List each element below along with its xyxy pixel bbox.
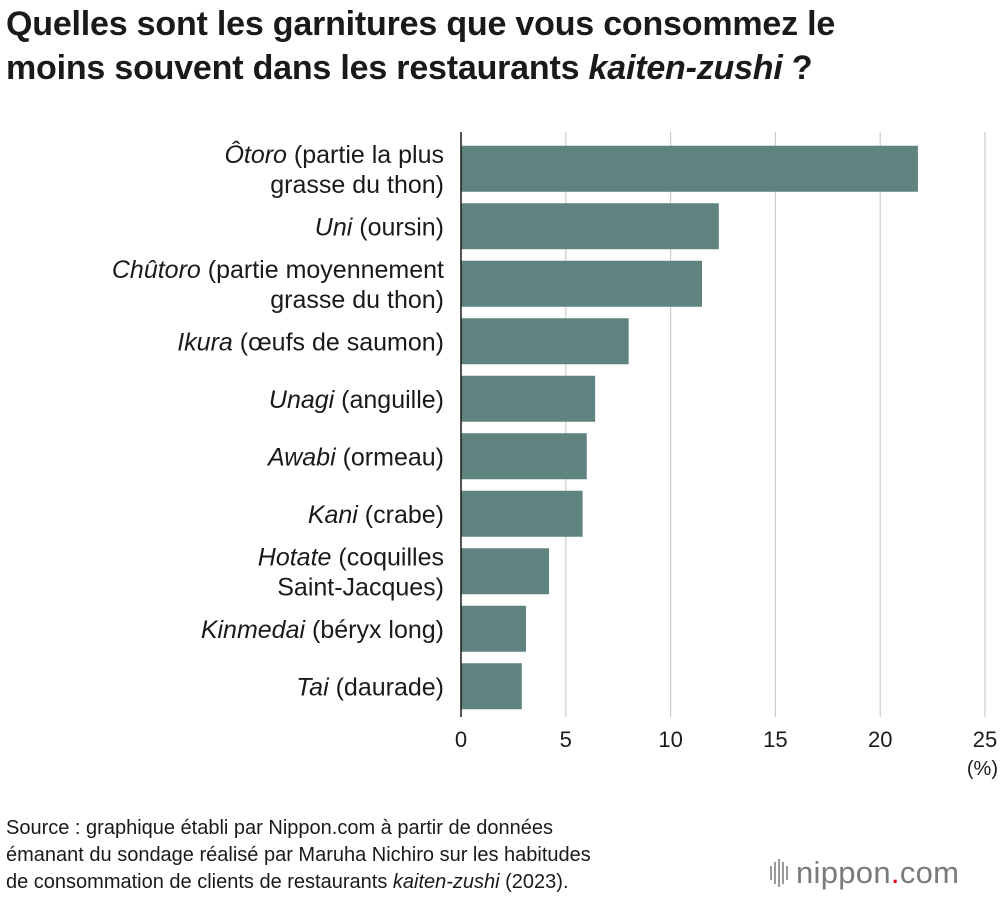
category-label: Ikura (œufs de saumon) (177, 328, 444, 356)
source-line-2: émanant du sondage réalisé par Maruha Ni… (6, 844, 591, 866)
bar (461, 375, 596, 422)
x-tick-label: 25 (973, 727, 997, 752)
chart-title: Quelles sont les garnitures que vous con… (6, 2, 996, 90)
bar (461, 663, 522, 710)
category-label: grasse du thon) (270, 171, 444, 199)
x-tick-label: 0 (455, 727, 467, 752)
logo-name: nippon (796, 855, 891, 890)
bar (461, 490, 583, 537)
title-question-mark: ? (782, 49, 813, 87)
x-axis-ticks: 0 5 10 15 20 25 (455, 727, 997, 752)
logo-mark-icon (770, 859, 788, 887)
title-line-2: moins souvent dans les restaurants (6, 49, 589, 87)
logo-dot: . (890, 855, 900, 890)
bars (461, 145, 918, 710)
source-note: Source : graphique établi par Nippon.com… (6, 815, 766, 896)
x-tick-label: 15 (763, 727, 787, 752)
bar (461, 145, 918, 192)
bar (461, 548, 550, 595)
category-label: grasse du thon) (270, 286, 444, 314)
category-label: Kani (crabe) (308, 501, 444, 529)
bar (461, 260, 703, 307)
title-italic-term: kaiten-zushi (588, 49, 783, 87)
bar (461, 203, 719, 250)
source-line-1: Source : graphique établi par Nippon.com… (6, 817, 554, 839)
bar (461, 318, 629, 365)
x-tick-label: 5 (560, 727, 572, 752)
category-label: Kinmedai (béryx long) (201, 616, 444, 644)
x-axis-unit: (%) (967, 758, 998, 780)
category-label: Chûtoro (partie moyennement (112, 256, 444, 284)
category-label: Uni (oursin) (315, 213, 444, 241)
category-label: Hotate (coquilles (258, 543, 444, 571)
title-line-1: Quelles sont les garnitures que vous con… (6, 5, 836, 43)
logo-tld: com (899, 855, 960, 890)
source-italic-term: kaiten-zushi (392, 871, 500, 893)
category-label: Unagi (anguille) (269, 386, 444, 414)
category-label: Ôtoro (partie la plus (224, 140, 444, 169)
source-line-3: de consommation de clients de restaurant… (6, 871, 393, 893)
bar (461, 605, 526, 652)
nippon-logo: nippon. com (770, 855, 959, 891)
category-label: Tai (daurade) (296, 673, 444, 701)
source-year: (2023). (499, 871, 569, 893)
x-tick-label: 10 (658, 727, 682, 752)
x-tick-label: 20 (868, 727, 892, 752)
category-label: Awabi (ormeau) (266, 443, 444, 471)
bar (461, 433, 587, 480)
category-label: Saint-Jacques) (277, 573, 444, 601)
